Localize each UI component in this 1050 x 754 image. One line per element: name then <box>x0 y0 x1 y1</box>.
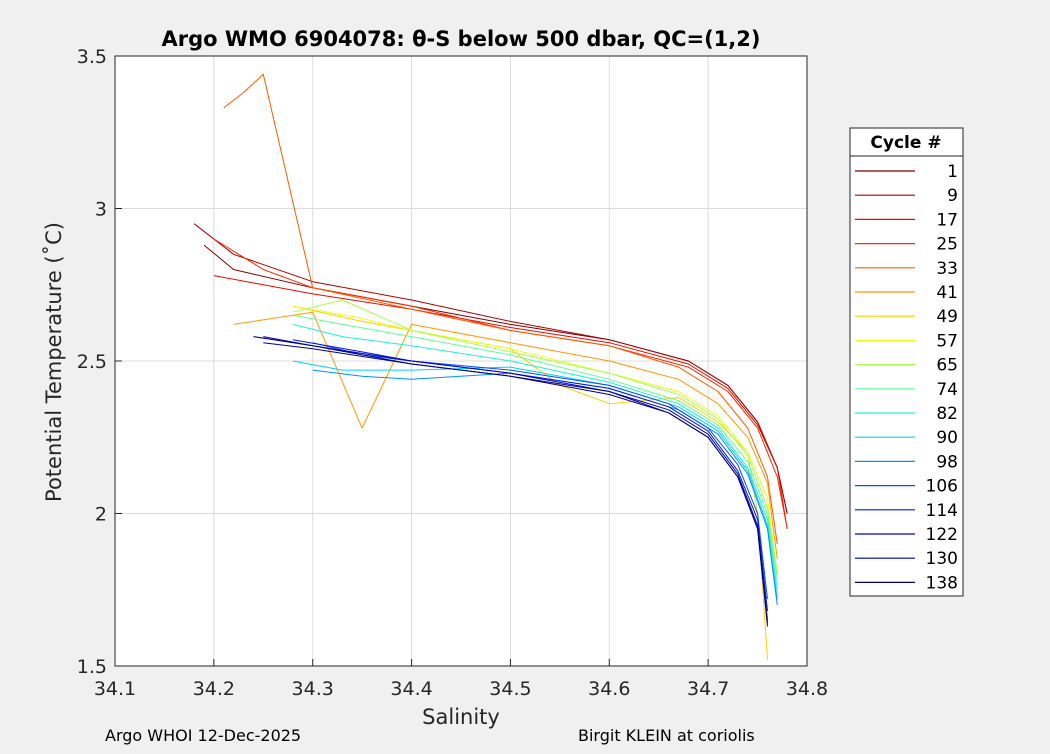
legend-label: 33 <box>936 259 958 279</box>
legend-label: 82 <box>936 404 958 424</box>
x-tick-label: 34.3 <box>292 678 334 700</box>
legend-label: 122 <box>926 525 958 545</box>
footer-left: Argo WHOI 12-Dec-2025 <box>105 726 301 745</box>
legend-label: 98 <box>936 452 958 472</box>
x-tick-label: 34.7 <box>687 678 729 700</box>
x-tick-label: 34.6 <box>588 678 630 700</box>
series-line-cycle-74 <box>292 314 778 581</box>
series-line-cycle-114 <box>292 339 768 612</box>
series-line-cycle-82 <box>292 323 778 590</box>
legend-label: 25 <box>936 235 958 255</box>
legend-label: 57 <box>936 331 958 351</box>
legend-label: 74 <box>936 380 958 400</box>
x-tick-label: 34.1 <box>94 678 136 700</box>
series-line-cycle-41 <box>233 311 778 560</box>
legend-label: 9 <box>947 186 958 206</box>
series-line-cycle-138 <box>253 336 768 627</box>
footer-right: Birgit KLEIN at coriolis <box>578 726 755 745</box>
x-axis-label: Salinity <box>422 705 500 729</box>
legend-label: 130 <box>926 549 958 569</box>
y-tick-label: 3.5 <box>77 46 107 68</box>
series-line-cycle-9 <box>193 223 788 514</box>
legend: Cycle # 1 9 17 25 33 41 49 57 65 74 82 90 98 106 114 12… <box>849 127 964 597</box>
y-tick-label: 2.5 <box>77 351 107 373</box>
x-tick-label: 34.2 <box>193 678 235 700</box>
series-line-cycle-17 <box>213 275 788 529</box>
x-ticks: 34.1 34.2 34.3 34.4 34.5 34.6 34.7 34.8 <box>94 659 828 700</box>
x-tick-label: 34.8 <box>786 678 828 700</box>
x-tick-label: 34.4 <box>390 678 432 700</box>
series-line-cycle-33 <box>223 73 778 545</box>
series-group <box>193 73 788 660</box>
legend-title: Cycle # <box>870 133 941 153</box>
legend-label: 106 <box>926 477 958 497</box>
legend-label: 17 <box>936 210 958 230</box>
series-line-cycle-122 <box>263 336 768 621</box>
legend-label: 49 <box>936 307 958 327</box>
series-line-cycle-106 <box>312 342 768 599</box>
y-tick-label: 3 <box>95 199 107 221</box>
legend-label: 114 <box>926 501 958 521</box>
legend-box <box>849 127 964 597</box>
legend-label: 1 <box>947 162 958 182</box>
legend-label: 65 <box>936 356 958 376</box>
x-tick-label: 34.5 <box>489 678 531 700</box>
legend-label: 138 <box>926 573 958 593</box>
y-axis-label: Potential Temperature (˚C) <box>42 222 66 502</box>
y-tick-label: 2 <box>95 504 107 526</box>
legend-items: 1 9 17 25 33 41 49 57 65 74 82 90 98 106 114 122 130 138 <box>855 162 958 593</box>
legend-label: 41 <box>936 283 958 303</box>
series-line-cycle-65 <box>292 299 778 575</box>
series-line-cycle-57 <box>292 305 778 575</box>
legend-label: 90 <box>936 428 958 448</box>
chart-title: Argo WMO 6904078: θ-S below 500 dbar, QC… <box>162 27 761 51</box>
y-ticks: 1.5 2 2.5 3 3.5 <box>77 46 122 678</box>
y-tick-label: 1.5 <box>77 656 107 678</box>
series-line-cycle-49 <box>292 305 768 660</box>
